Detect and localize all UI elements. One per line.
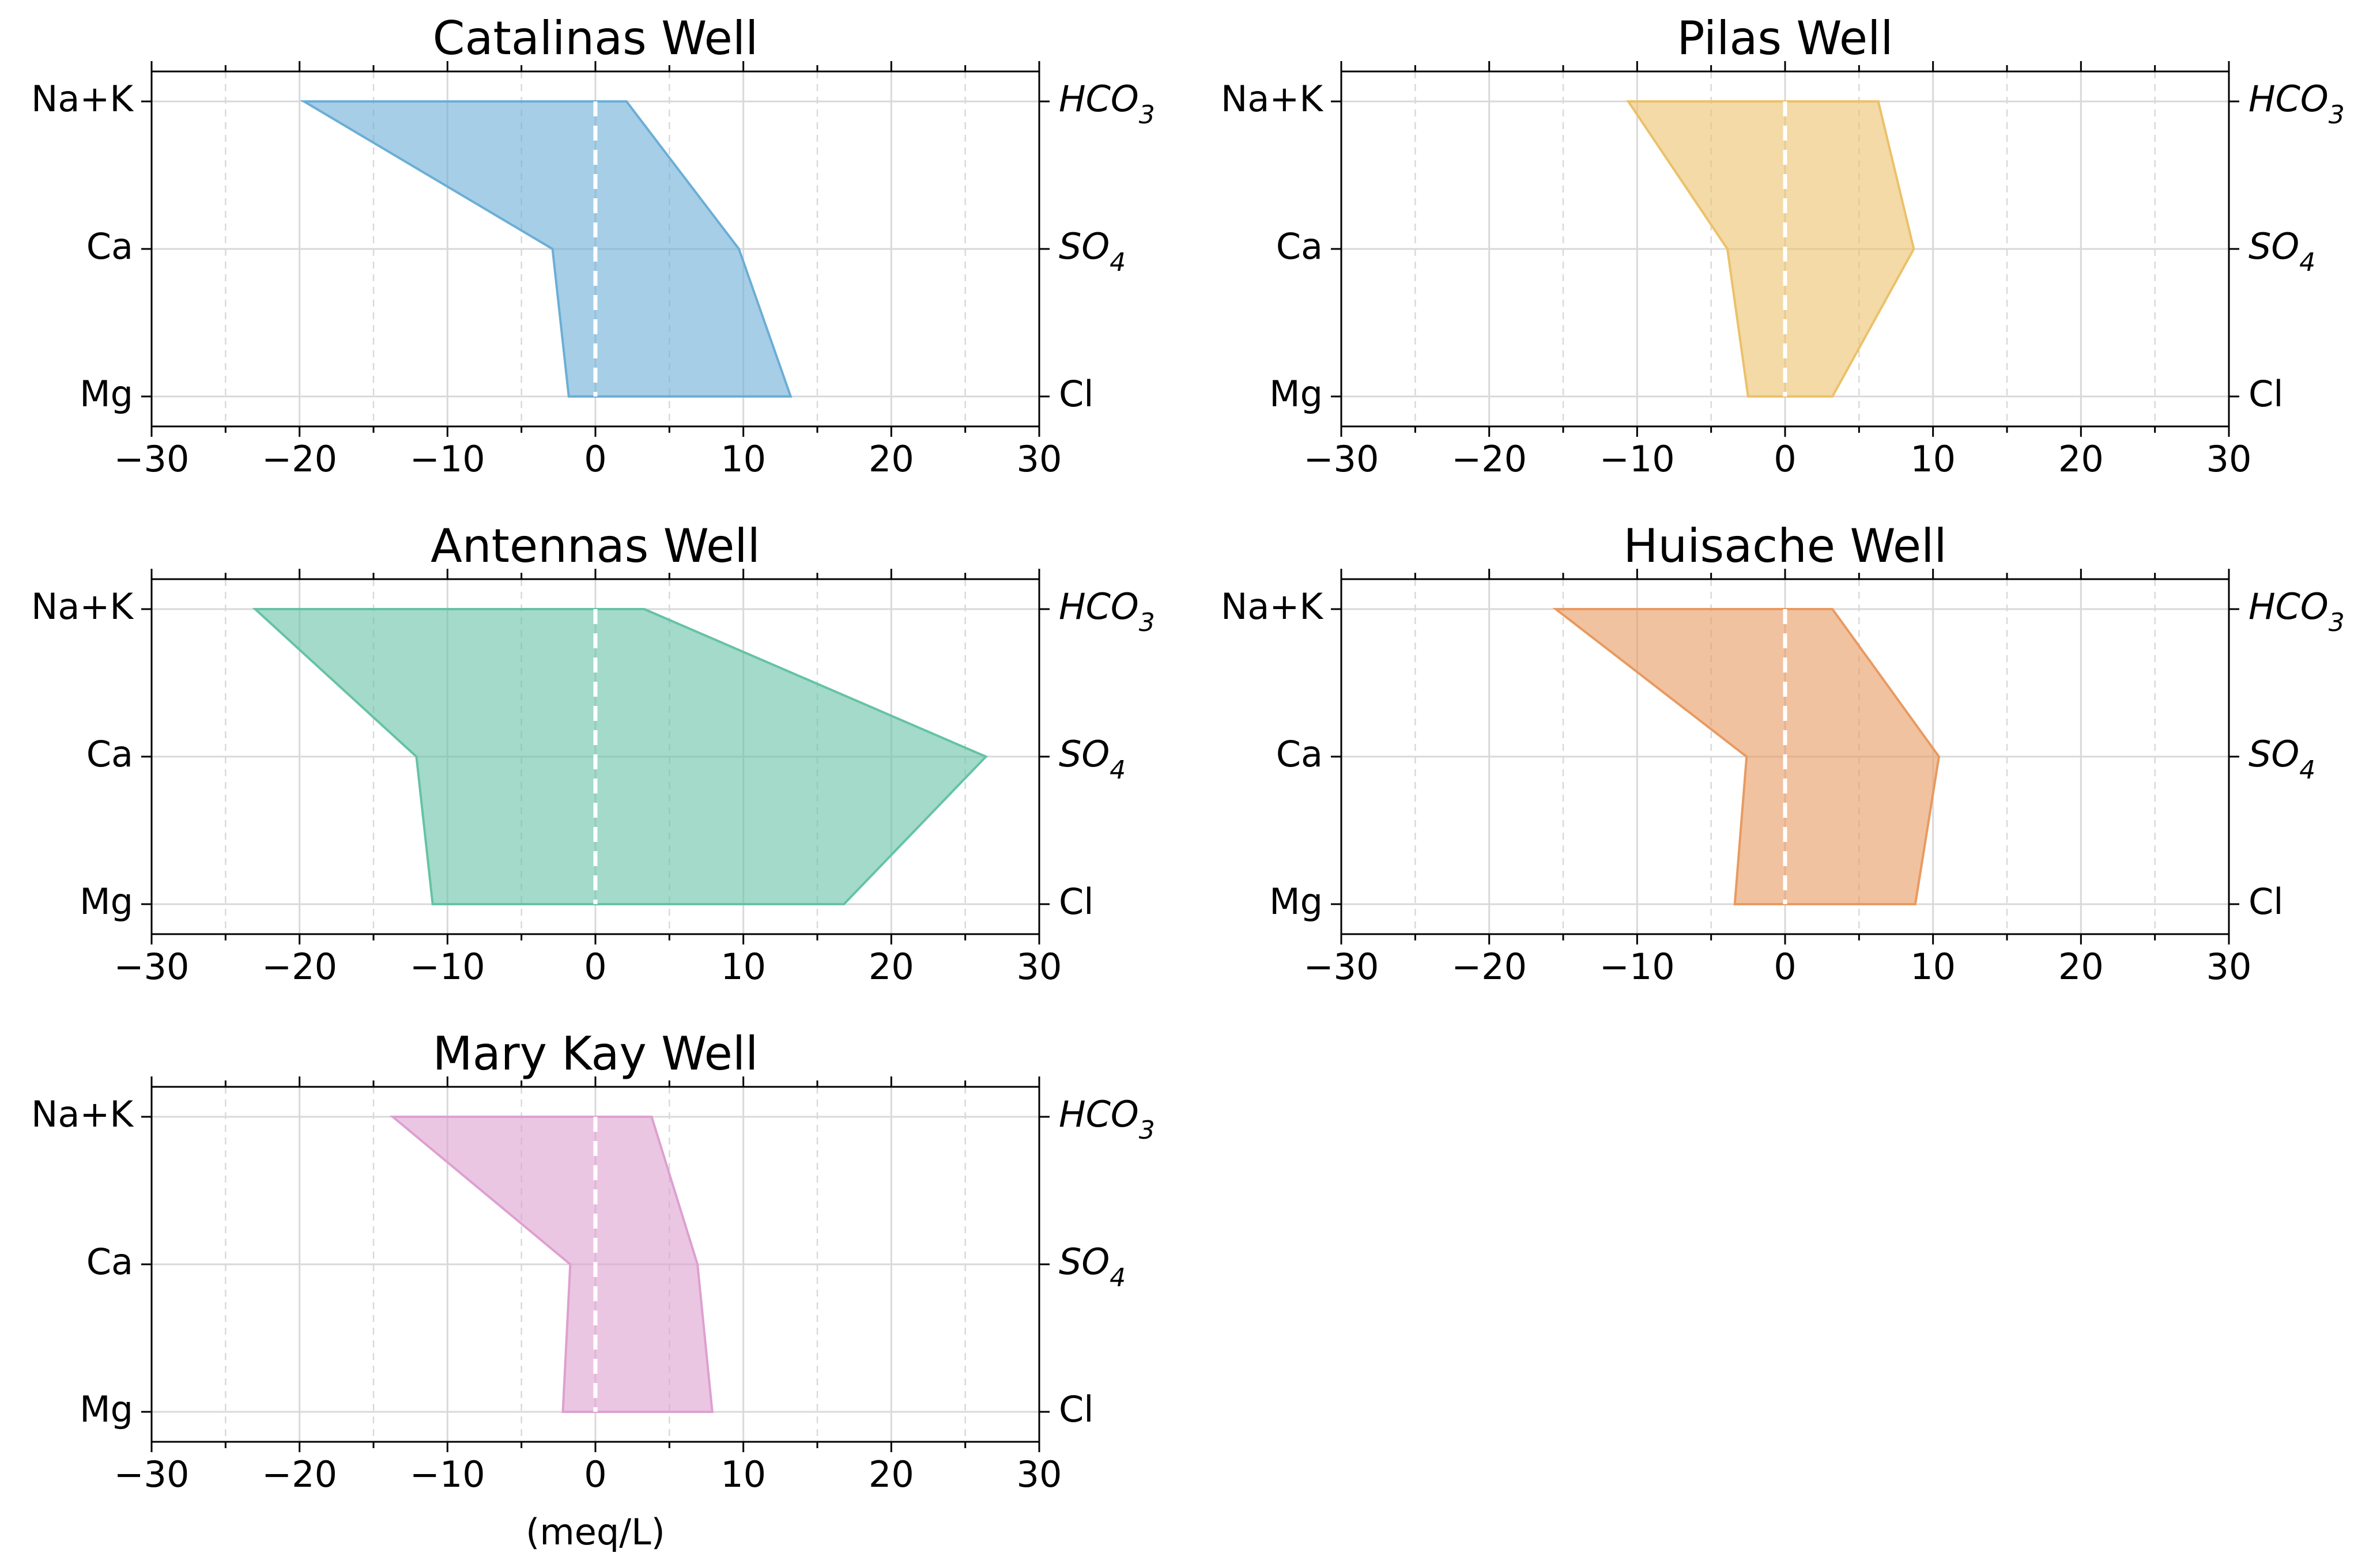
x-tick-label: −10 [1599, 946, 1675, 988]
x-tick-label: −20 [262, 1453, 337, 1495]
x-tick-label: 0 [584, 946, 606, 988]
x-tick-label: −30 [114, 1453, 190, 1495]
x-tick-label: −10 [410, 438, 485, 480]
ion-polygon [1626, 100, 1915, 398]
panel-antennas-well: −30 −20 −10 0 10 20 30 Na+K Ca Mg Antennas Well [31, 519, 1062, 988]
cation-label-mg: Mg [80, 1388, 133, 1430]
x-tick-label: 10 [1910, 946, 1956, 988]
x-tick-label: −30 [114, 946, 190, 988]
x-tick-label: −20 [262, 946, 337, 988]
ion-polygon [1552, 608, 1941, 905]
anion-label-hco3: HCO3 [1059, 585, 1155, 637]
x-tick-label: −20 [1451, 946, 1527, 988]
panel-title: Catalinas Well [433, 12, 759, 65]
panel-title: Antennas Well [431, 519, 760, 573]
x-tick-label: 10 [720, 1453, 766, 1495]
panel-title: Mary Kay Well [433, 1027, 759, 1080]
panel-title: Huisache Well [1623, 519, 1946, 573]
cation-label-mg: Mg [80, 373, 133, 415]
x-tick-label: 30 [2206, 438, 2252, 480]
anion-label-hco3: HCO3 [2248, 585, 2345, 637]
x-tick-label: 20 [2058, 438, 2104, 480]
anion-label-cl: Cl [1059, 373, 1094, 415]
x-tick-label: −30 [1304, 946, 1379, 988]
anion-label-hco3: HCO3 [1059, 1093, 1155, 1144]
panel-catalinas-well: −30 −20 −10 0 10 20 30 Na+K Ca Mg Catalinas Well [31, 12, 1062, 480]
x-tick-label: −30 [1304, 438, 1379, 480]
x-tick-label: 20 [869, 946, 914, 988]
x-axis-label: (meq/L) [526, 1511, 665, 1553]
cation-label-nak: Na+K [31, 1093, 134, 1135]
cation-label-ca: Ca [86, 1241, 133, 1283]
x-tick-label: −10 [1599, 438, 1675, 480]
cation-label-mg: Mg [1269, 881, 1323, 923]
x-tick-label: 30 [1017, 438, 1062, 480]
cation-label-nak: Na+K [1221, 78, 1323, 120]
x-tick-label: 0 [584, 438, 606, 480]
x-tick-label: 30 [2206, 946, 2252, 988]
x-tick-label: −10 [410, 946, 485, 988]
x-tick-label: 10 [720, 438, 766, 480]
cation-label-mg: Mg [80, 881, 133, 923]
x-tick-label: 30 [1017, 1453, 1062, 1495]
cation-label-ca: Ca [1276, 733, 1323, 775]
x-tick-label: −20 [262, 438, 337, 480]
ion-polygon [252, 608, 989, 905]
x-tick-label: 30 [1017, 946, 1062, 988]
x-tick-label: −30 [114, 438, 190, 480]
cation-label-ca: Ca [86, 225, 133, 267]
anion-label-hco3: HCO3 [2248, 78, 2345, 129]
panel-pilas-well: −30 −20 −10 0 10 20 30 Na+K Ca Mg Pilas Well [1221, 12, 2251, 480]
anion-label-cl: Cl [2248, 881, 2284, 923]
anion-label-cl: Cl [2248, 373, 2284, 415]
x-tick-label: 20 [869, 438, 914, 480]
cation-label-nak: Na+K [31, 585, 134, 628]
anion-label-cl: Cl [1059, 881, 1094, 923]
cation-label-ca: Ca [86, 733, 133, 775]
panel-huisache-well: −30 −20 −10 0 10 20 30 Na+K Ca Mg Huisache Well [1221, 519, 2251, 988]
panel-mary-kay-well: −30 −20 −10 0 10 20 30 Na+K Ca Mg Mary Kay Well (me… [31, 1027, 1062, 1553]
x-tick-label: 10 [1910, 438, 1956, 480]
x-tick-label: 20 [2058, 946, 2104, 988]
anion-label-so4: SO4 [1059, 733, 1126, 784]
ion-polygon [300, 100, 793, 398]
ion-polygon [389, 1116, 714, 1413]
cation-label-ca: Ca [1276, 225, 1323, 267]
anion-label-hco3: HCO3 [1059, 78, 1155, 129]
x-tick-label: 0 [1774, 438, 1796, 480]
x-tick-label: 0 [1774, 946, 1796, 988]
panel-title: Pilas Well [1677, 12, 1893, 65]
anion-label-so4: SO4 [1059, 225, 1126, 277]
anion-label-so4: SO4 [2248, 733, 2315, 784]
cation-label-nak: Na+K [1221, 585, 1323, 628]
x-tick-label: 20 [869, 1453, 914, 1495]
cation-label-mg: Mg [1269, 373, 1323, 415]
x-tick-label: −20 [1451, 438, 1527, 480]
anion-label-so4: SO4 [1059, 1241, 1126, 1292]
x-tick-label: −10 [410, 1453, 485, 1495]
anion-label-cl: Cl [1059, 1388, 1094, 1430]
x-tick-label: 0 [584, 1453, 606, 1495]
anion-label-so4: SO4 [2248, 225, 2315, 277]
cation-label-nak: Na+K [31, 78, 134, 120]
x-tick-label: 10 [720, 946, 766, 988]
